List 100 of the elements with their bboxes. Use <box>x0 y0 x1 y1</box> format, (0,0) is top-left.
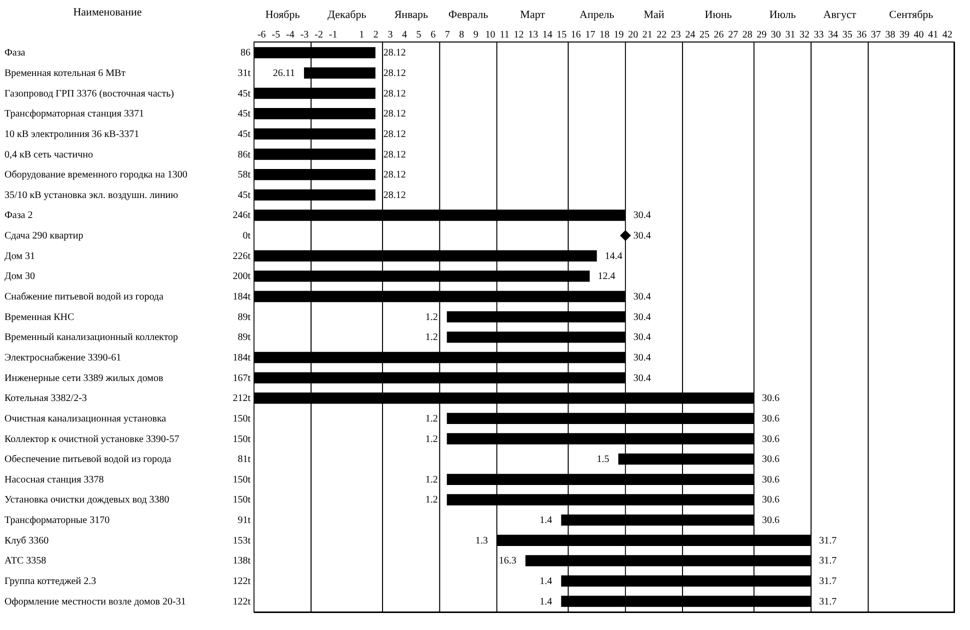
annotation: 26.11 <box>272 68 295 79</box>
x-tick-label: 23 <box>670 30 681 40</box>
x-tick-label: 26 <box>714 30 724 40</box>
band-label: Январь <box>394 9 428 21</box>
x-tick-label: -5 <box>272 30 280 40</box>
band-label: Май <box>644 9 664 21</box>
x-tick-label: 28 <box>742 30 752 40</box>
x-tick-label: 31 <box>785 30 796 40</box>
x-tick-label: 25 <box>700 30 710 40</box>
annotation: 1.2 <box>425 434 438 445</box>
y2-tick-label: 184t <box>232 292 251 303</box>
y-tick-label: Котельная 3382/2-3 <box>4 393 87 404</box>
x-tick-label: 35 <box>842 30 852 40</box>
y2-tick-label: 246t <box>232 210 251 222</box>
annotation: 30.4 <box>633 372 651 384</box>
y2-tick-label: 184t <box>232 352 251 364</box>
annotation: 28.12 <box>383 149 406 160</box>
y2-tick-label: 45t <box>238 108 251 120</box>
x-tick-label: -6 <box>257 30 266 40</box>
x-tick-label: 9 <box>473 30 478 40</box>
x-tick-label: 40 <box>914 30 924 40</box>
y2-tick-label: 86t <box>238 149 251 160</box>
x-tick-label: 20 <box>628 30 638 40</box>
y-tick-label: 35/10 кВ установка экл. воздушн. линию <box>4 190 179 201</box>
annotation: 1.4 <box>540 596 552 608</box>
annotation: 28.12 <box>383 48 406 59</box>
y2-tick-label: 153t <box>232 535 251 546</box>
y2-tick-label: 89t <box>238 332 251 344</box>
y-tick-label: Установка очистки дождевых вод 3380 <box>4 494 170 506</box>
annotation: 1.4 <box>540 515 552 526</box>
annotation: 31.7 <box>819 535 837 546</box>
x-tick-label: 21 <box>642 30 652 40</box>
y-tick-label: Сдача 290 квартир <box>4 230 84 242</box>
y-tick-label: Фаза 2 <box>4 210 33 222</box>
x-tick-label: 8 <box>459 30 464 40</box>
x-tick-label: 22 <box>656 30 667 40</box>
annotation: 30.6 <box>762 454 780 466</box>
y-tick-label: Трансформаторная станция 3371 <box>4 108 144 120</box>
x-tick-label: 37 <box>870 30 881 40</box>
y-tick-label: Группа коттеджей 2.3 <box>4 576 96 588</box>
y2-tick-label: 45t <box>238 190 251 201</box>
annotation: 30.6 <box>762 393 780 404</box>
y2-tick-label: 89t <box>238 312 251 323</box>
x-tick-label: 6 <box>430 30 436 40</box>
annotation: 28.12 <box>383 68 406 79</box>
y-tick-label: Дом 31 <box>4 250 35 262</box>
y-tick-label: Обеспечение питьевой водой из города <box>4 454 172 466</box>
x-tick-label: 36 <box>856 30 867 40</box>
band-label: Август <box>823 9 856 21</box>
y2-tick-label: 226t <box>232 250 251 262</box>
x-tick-label: 17 <box>585 30 596 40</box>
annotation: 28.12 <box>383 170 406 181</box>
y-tick-label: Очистная канализационная установка <box>4 413 167 424</box>
y-tick-label: 10 кВ электролиния 36 кВ-3371 <box>4 128 140 140</box>
y-tick-label: Оборудование временного городка на 1300 <box>4 170 188 181</box>
x-tick-label: -1 <box>328 30 338 40</box>
annotation: 30.4 <box>633 352 651 364</box>
y-tick-label: Снабжение питьевой водой из города <box>4 292 164 303</box>
x-tick-label: 14 <box>542 30 552 40</box>
annotation: 28.12 <box>383 88 406 100</box>
y2-tick-label: 150t <box>232 434 251 445</box>
band-label: Июнь <box>704 9 732 21</box>
annotation: 28.12 <box>383 190 406 201</box>
x-tick-label: 42 <box>942 30 952 40</box>
annotation: 1.2 <box>425 413 438 424</box>
annotation: 30.4 <box>633 312 651 323</box>
annotation: 1.2 <box>425 474 438 486</box>
x-tick-label: 4 <box>402 30 407 40</box>
x-tick-label: 15 <box>556 30 567 40</box>
annotation: 30.4 <box>633 332 651 344</box>
y2-tick-label: 31t <box>238 68 251 79</box>
x-tick-label: -3 <box>300 30 309 40</box>
x-tick-label: 19 <box>614 30 624 40</box>
y2-tick-label: 212t <box>232 393 251 404</box>
x-tick-label: -2 <box>314 30 323 40</box>
y2-tick-label: 86 <box>240 48 250 59</box>
annotation: 31.7 <box>819 556 837 567</box>
band-label: Сентябрь <box>889 9 934 21</box>
y-axis-title: Наименование <box>73 6 142 18</box>
x-tick-label: -4 <box>286 30 294 40</box>
band-label: Июль <box>769 9 796 21</box>
annotation: 1.4 <box>540 576 552 588</box>
y2-tick-label: 0t <box>242 230 251 242</box>
x-tick-label: 27 <box>728 30 738 40</box>
y-tick-label: Трансформаторные 3170 <box>4 515 110 526</box>
y-tick-label: Фаза <box>4 48 26 59</box>
y-tick-label: Газопровод ГРП 3376 (восточная часть) <box>4 88 174 100</box>
annotation: 31.7 <box>819 576 837 588</box>
x-tick-label: 13 <box>528 30 538 40</box>
y2-tick-label: 45t <box>238 128 251 140</box>
annotation: 1.5 <box>596 454 610 466</box>
x-tick-label: 18 <box>600 30 610 40</box>
x-tick-label: 7 <box>444 30 450 40</box>
x-tick-label: 29 <box>756 30 767 40</box>
y2-tick-label: 200t <box>232 271 251 282</box>
y-tick-label: Временный канализационный коллектор <box>4 332 178 344</box>
x-tick-label: 10 <box>485 30 496 40</box>
y-tick-label: Временная котельная 6 МВт <box>4 68 126 79</box>
annotation: 1.2 <box>425 312 438 323</box>
x-tick-label: 39 <box>900 30 910 40</box>
